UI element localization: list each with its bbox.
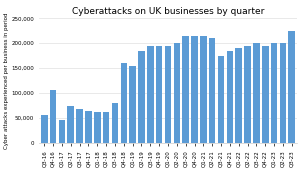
Bar — [129, 66, 136, 143]
Bar — [173, 43, 180, 143]
Bar — [50, 90, 56, 143]
Y-axis label: Cyber attacks experienced per business in period: Cyber attacks experienced per business i… — [4, 12, 9, 149]
Bar — [59, 120, 65, 143]
Bar — [236, 48, 242, 143]
Bar — [138, 51, 145, 143]
Bar — [147, 46, 154, 143]
Bar — [244, 46, 251, 143]
Bar — [288, 31, 295, 143]
Title: Cyberattacks on UK businesses by quarter: Cyberattacks on UK businesses by quarter — [72, 7, 264, 16]
Bar — [76, 109, 83, 143]
Bar — [165, 46, 171, 143]
Bar — [156, 46, 163, 143]
Bar — [253, 43, 260, 143]
Bar — [191, 36, 198, 143]
Bar — [271, 43, 277, 143]
Bar — [68, 106, 74, 143]
Bar — [182, 36, 189, 143]
Bar — [41, 115, 48, 143]
Bar — [280, 43, 286, 143]
Bar — [121, 63, 127, 143]
Bar — [209, 38, 215, 143]
Bar — [85, 111, 92, 143]
Bar — [200, 36, 207, 143]
Bar — [103, 112, 110, 143]
Bar — [226, 51, 233, 143]
Bar — [112, 103, 118, 143]
Bar — [94, 112, 101, 143]
Bar — [262, 46, 268, 143]
Bar — [218, 56, 224, 143]
